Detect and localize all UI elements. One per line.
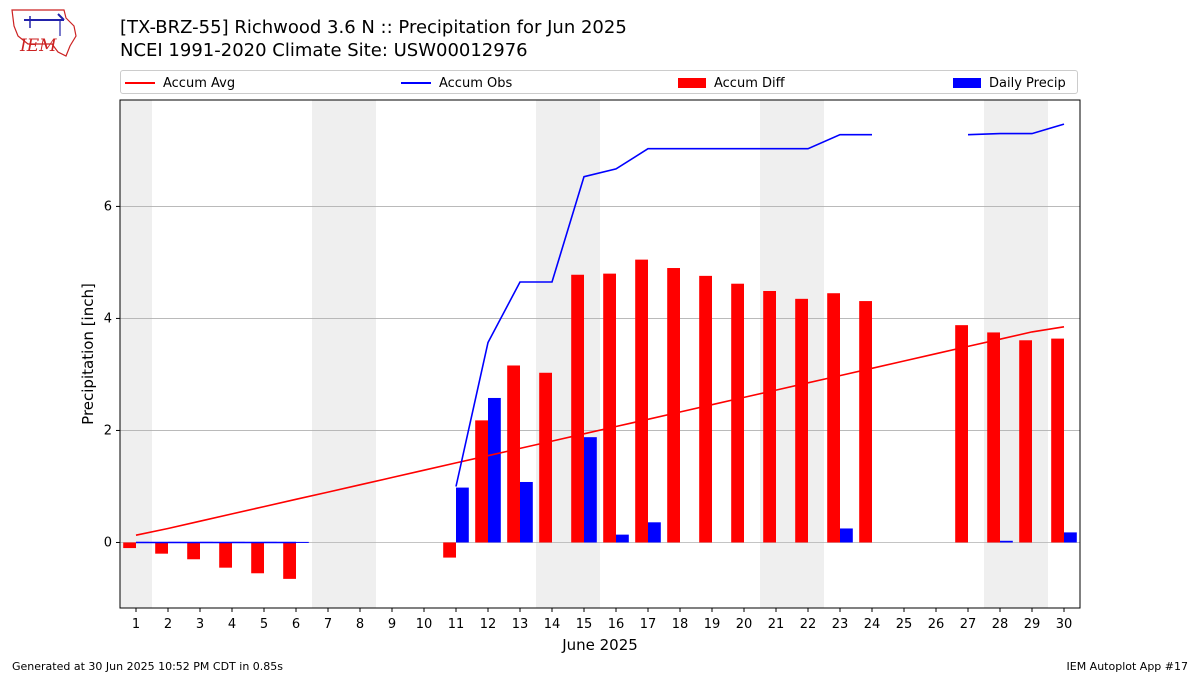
x-tick-label: 7 [324,617,332,632]
x-tick-label: 1 [132,617,140,632]
footer-app: IEM Autoplot App #17 [1066,660,1189,673]
x-tick-label: 23 [832,617,849,632]
daily-precip-bar [584,437,597,543]
accum-avg-line [135,326,1065,536]
daily-precip-bar [648,522,661,543]
daily-precip-bar [296,541,309,543]
accum-diff-bar [571,274,584,543]
x-axis-label: June 2025 [561,636,638,654]
accum-diff-bar [859,301,872,543]
accum-diff-bar [987,332,1000,543]
accum-diff-bar [507,365,520,543]
legend: Accum Avg Accum Obs Accum Diff Daily Pre… [120,70,1078,94]
x-tick-label: 29 [1024,617,1041,632]
x-tick-label: 19 [704,617,721,632]
x-tick-label: 30 [1056,617,1073,632]
legend-swatch [678,78,706,88]
legend-label: Daily Precip [989,75,1066,91]
weekend-band [312,100,344,608]
legend-item-accum-diff: Accum Diff [678,74,785,92]
legend-label: Accum Avg [163,75,236,91]
x-tick-label: 3 [196,617,204,632]
weekend-band [344,100,376,608]
legend-swatch [125,82,155,84]
legend-item-accum-obs: Accum Obs [401,74,512,92]
accum-diff-bar [1019,340,1032,543]
accum-diff-bar [667,268,680,543]
x-tick-label: 17 [640,617,657,632]
x-tick-label: 14 [544,617,561,632]
accum-diff-bar [827,293,840,543]
accum-diff-bar [187,542,200,560]
accum-obs-line [967,123,1065,136]
x-tick-label: 20 [736,617,753,632]
chart-subtitle: NCEI 1991-2020 Climate Site: USW00012976 [120,40,528,61]
legend-label: Accum Obs [439,75,513,91]
accum-diff-bar [219,542,232,568]
x-tick-label: 26 [928,617,945,632]
accum-diff-bar [603,273,616,543]
x-tick-label: 9 [388,617,396,632]
x-tick-label: 25 [896,617,913,632]
accum-diff-bar [1051,338,1064,543]
accum-diff-bar [699,275,712,543]
plot-frame [119,99,1081,609]
accum-diff-bar [635,259,648,543]
daily-precip-bar [616,534,629,543]
daily-precip-bar [840,528,853,543]
footer-generated: Generated at 30 Jun 2025 10:52 PM CDT in… [12,660,284,673]
x-tick-label: 11 [448,617,465,632]
x-tick-label: 21 [768,617,785,632]
y-axis-label: Precipitation [inch] [79,283,97,425]
accum-diff-bar [155,542,168,554]
accum-diff-bar [283,542,296,579]
y-tick-label: 2 [104,423,112,438]
accum-diff-bar [539,372,552,543]
legend-swatch [401,82,431,84]
daily-precip-bar [456,487,469,543]
x-tick-label: 27 [960,617,977,632]
x-tick-label: 15 [576,617,593,632]
x-tick-label: 16 [608,617,625,632]
x-tick-label: 28 [992,617,1009,632]
x-tick-label: 6 [292,617,300,632]
accum-diff-bar [123,542,136,549]
daily-precip-bar [488,397,501,543]
accum-diff-bar [475,420,488,543]
legend-swatch [953,78,981,88]
legend-item-daily-precip: Daily Precip [953,74,1066,92]
x-tick-label: 4 [228,617,236,632]
accum-diff-bar [731,283,744,543]
x-tick-label: 13 [512,617,529,632]
y-tick-label: 4 [104,311,112,326]
chart-title: [TX-BRZ-55] Richwood 3.6 N :: Precipitat… [120,17,627,38]
iem-logo: IEM [11,9,77,57]
accum-diff-bar [251,542,264,574]
accum-diff-bar [443,542,456,558]
legend-item-accum-avg: Accum Avg [125,74,235,92]
x-tick-label: 10 [416,617,433,632]
x-tick-label: 12 [480,617,497,632]
x-tick-label: 5 [260,617,268,632]
logo-text: IEM [19,36,57,56]
daily-precip-bar [1064,532,1077,543]
accum-diff-bar [955,325,968,543]
accum-diff-bar [763,290,776,543]
x-tick-label: 18 [672,617,689,632]
x-tick-label: 8 [356,617,364,632]
x-tick-label: 2 [164,617,172,632]
x-tick-label: 24 [864,617,881,632]
y-tick-label: 6 [104,199,112,214]
daily-precip-bar [1000,540,1013,543]
x-tick-label: 22 [800,617,817,632]
accum-obs-line [455,133,872,487]
daily-precip-bar [520,481,533,543]
legend-label: Accum Diff [714,75,785,91]
weekend-band [120,100,152,608]
y-tick-label: 0 [104,535,112,550]
accum-diff-bar [795,298,808,543]
